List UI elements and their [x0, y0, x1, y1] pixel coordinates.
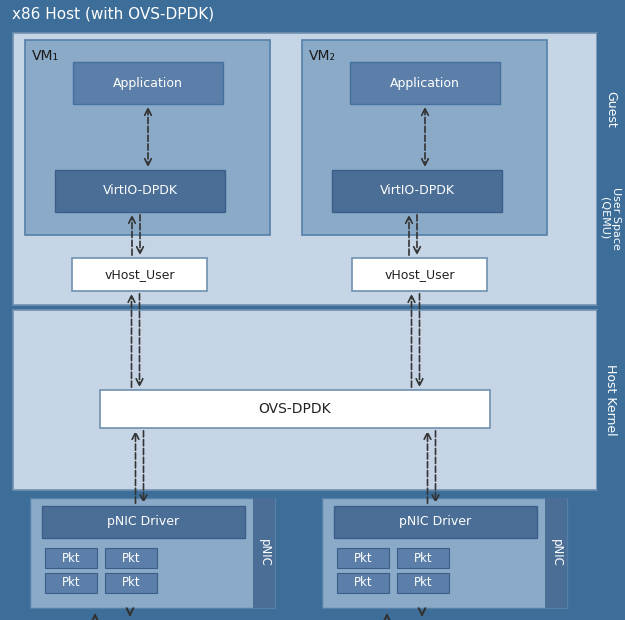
Text: VirtIO-DPDK: VirtIO-DPDK — [379, 185, 454, 198]
Text: VM₁: VM₁ — [31, 49, 59, 63]
Bar — [72, 258, 207, 291]
Text: User Space
(QEMU): User Space (QEMU) — [600, 187, 621, 249]
Text: Host Kernel: Host Kernel — [604, 364, 617, 436]
Bar — [30, 498, 275, 608]
Bar — [597, 310, 624, 490]
Text: Pkt: Pkt — [62, 577, 80, 590]
Bar — [337, 548, 389, 568]
Bar — [55, 170, 225, 212]
Text: Pkt: Pkt — [354, 552, 372, 564]
Bar — [25, 40, 270, 235]
Bar — [352, 258, 487, 291]
Bar — [397, 573, 449, 593]
Text: Pkt: Pkt — [354, 577, 372, 590]
Bar — [13, 33, 597, 305]
Text: Pkt: Pkt — [62, 552, 80, 564]
Bar — [45, 548, 97, 568]
Text: Pkt: Pkt — [414, 552, 432, 564]
Text: Application: Application — [390, 76, 460, 89]
Bar — [13, 310, 597, 490]
Bar — [350, 62, 500, 104]
Bar — [105, 573, 157, 593]
Bar — [545, 498, 567, 608]
Bar — [322, 498, 567, 608]
Text: Application: Application — [113, 76, 183, 89]
Text: vHost_User: vHost_User — [384, 268, 455, 281]
Text: VM₂: VM₂ — [309, 49, 336, 63]
Text: vHost_User: vHost_User — [104, 268, 175, 281]
Text: Guest: Guest — [604, 91, 617, 128]
Bar — [337, 573, 389, 593]
Bar — [45, 573, 97, 593]
Text: Pkt: Pkt — [122, 552, 140, 564]
Text: pNIC: pNIC — [549, 539, 562, 567]
Bar — [0, 0, 625, 28]
Text: x86 Host (with OVS-DPDK): x86 Host (with OVS-DPDK) — [12, 6, 214, 22]
Text: pNIC Driver: pNIC Driver — [107, 515, 179, 528]
Bar — [302, 40, 547, 235]
Bar — [332, 170, 502, 212]
Bar — [105, 548, 157, 568]
Text: Pkt: Pkt — [122, 577, 140, 590]
Bar — [253, 498, 275, 608]
Bar — [597, 33, 624, 305]
Bar — [73, 62, 223, 104]
Text: Pkt: Pkt — [414, 577, 432, 590]
Bar — [334, 506, 537, 538]
Bar — [42, 506, 245, 538]
Bar — [397, 548, 449, 568]
Text: OVS-DPDK: OVS-DPDK — [259, 402, 331, 416]
Text: pNIC Driver: pNIC Driver — [399, 515, 472, 528]
Text: VirtIO-DPDK: VirtIO-DPDK — [102, 185, 178, 198]
Bar — [100, 390, 490, 428]
Text: pNIC: pNIC — [258, 539, 271, 567]
